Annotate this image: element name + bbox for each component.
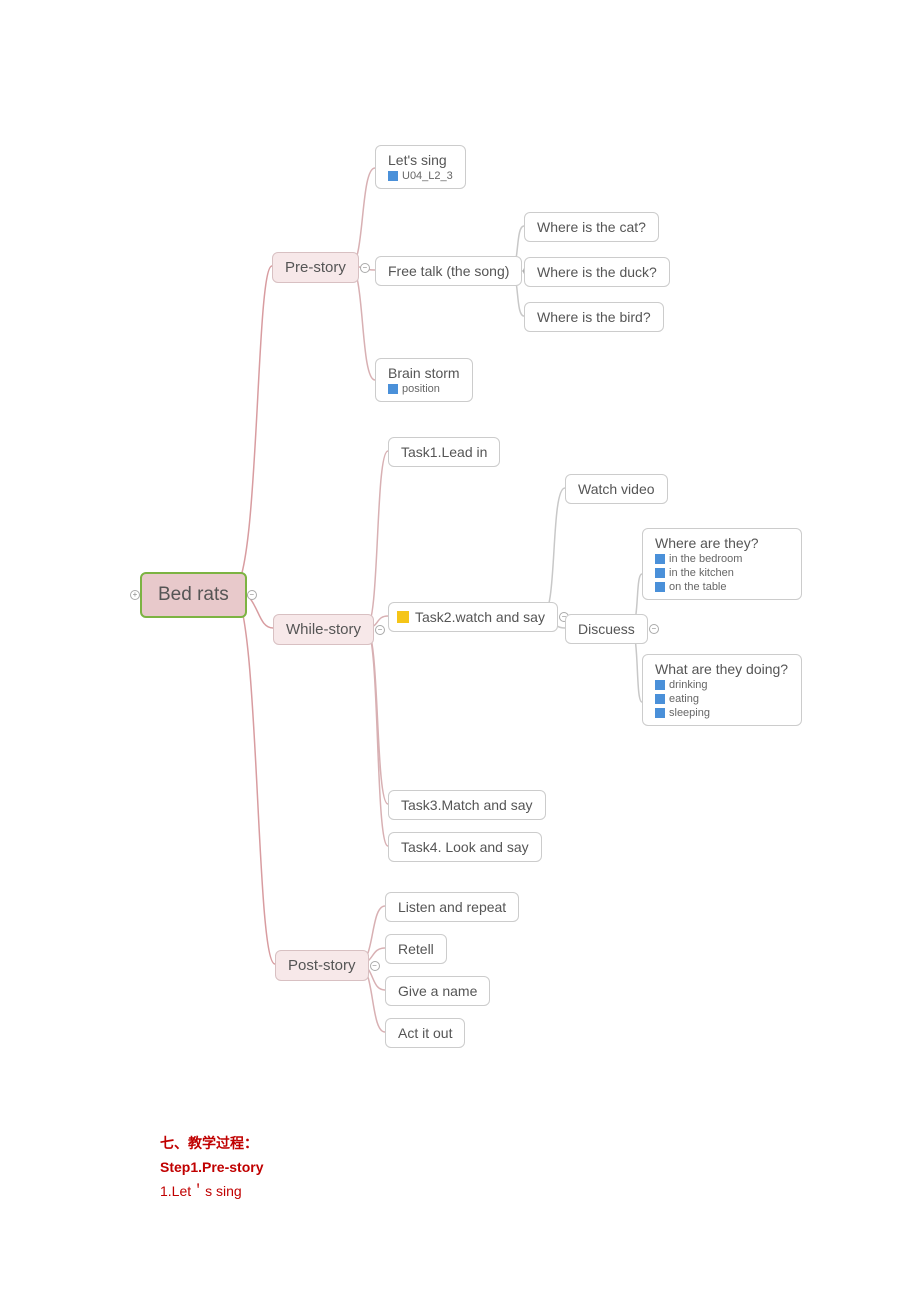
- pre-story-label: Pre-story: [285, 259, 346, 276]
- root-node[interactable]: Bed rats − +: [140, 572, 247, 618]
- toggle-icon[interactable]: −: [370, 961, 380, 971]
- what-a3: sleeping: [655, 707, 789, 719]
- task4-node[interactable]: Task4. Look and say: [388, 832, 542, 862]
- lets-sing-node[interactable]: Let's sing U04_L2_3: [375, 145, 466, 189]
- footer-line1: 七、教学过程：: [160, 1132, 258, 1154]
- image-icon: [388, 384, 398, 394]
- pre-story-node[interactable]: Pre-story −: [272, 252, 359, 283]
- video-icon: [388, 171, 398, 181]
- free-talk-label: Free talk (the song): [388, 263, 509, 279]
- toggle-icon[interactable]: −: [375, 625, 385, 635]
- footer-line2: Step1.Pre-story: [160, 1156, 263, 1178]
- where-a2: in the kitchen: [655, 567, 789, 579]
- question-cat[interactable]: Where is the cat?: [524, 212, 659, 242]
- discuss-node[interactable]: Discuess −: [565, 614, 648, 644]
- brainstorm-node[interactable]: Brain storm position: [375, 358, 473, 402]
- post-story-node[interactable]: Post-story −: [275, 950, 369, 981]
- image-icon: [655, 554, 665, 564]
- note-icon: [397, 611, 409, 623]
- act-out-node[interactable]: Act it out: [385, 1018, 465, 1048]
- image-icon: [655, 680, 665, 690]
- retell-node[interactable]: Retell: [385, 934, 447, 964]
- image-icon: [655, 582, 665, 592]
- where-a1: in the bedroom: [655, 553, 789, 565]
- task1-node[interactable]: Task1.Lead in: [388, 437, 500, 467]
- image-icon: [655, 568, 665, 578]
- watch-video-node[interactable]: Watch video: [565, 474, 668, 504]
- question-duck[interactable]: Where is the duck?: [524, 257, 670, 287]
- lets-sing-label: Let's sing: [388, 152, 453, 168]
- image-icon: [655, 694, 665, 704]
- while-story-label: While-story: [286, 621, 361, 638]
- where-node[interactable]: Where are they? in the bedroom in the ki…: [642, 528, 802, 600]
- question-bird[interactable]: Where is the bird?: [524, 302, 664, 332]
- root-label: Bed rats: [158, 584, 229, 606]
- give-name-node[interactable]: Give a name: [385, 976, 490, 1006]
- toggle-icon[interactable]: −: [649, 624, 659, 634]
- free-talk-node[interactable]: Free talk (the song) −: [375, 256, 522, 286]
- sing-attachment: U04_L2_3: [388, 170, 453, 182]
- what-node[interactable]: What are they doing? drinking eating sle…: [642, 654, 802, 726]
- image-icon: [655, 708, 665, 718]
- what-a2: eating: [655, 693, 789, 705]
- toggle-icon[interactable]: −: [360, 263, 370, 273]
- post-story-label: Post-story: [288, 957, 356, 974]
- mindmap-container: Bed rats − + Pre-story − While-story − P…: [0, 0, 920, 1120]
- task2-node[interactable]: Task2.watch and say −: [388, 602, 558, 632]
- listen-repeat-node[interactable]: Listen and repeat: [385, 892, 519, 922]
- toggle-icon-left[interactable]: +: [130, 590, 140, 600]
- brainstorm-attachment: position: [388, 383, 460, 395]
- while-story-node[interactable]: While-story −: [273, 614, 374, 645]
- toggle-icon[interactable]: −: [247, 590, 257, 600]
- what-a1: drinking: [655, 679, 789, 691]
- brainstorm-label: Brain storm: [388, 365, 460, 381]
- footer-line3: 1.Let＇s sing: [160, 1180, 242, 1202]
- task3-node[interactable]: Task3.Match and say: [388, 790, 546, 820]
- where-a3: on the table: [655, 581, 789, 593]
